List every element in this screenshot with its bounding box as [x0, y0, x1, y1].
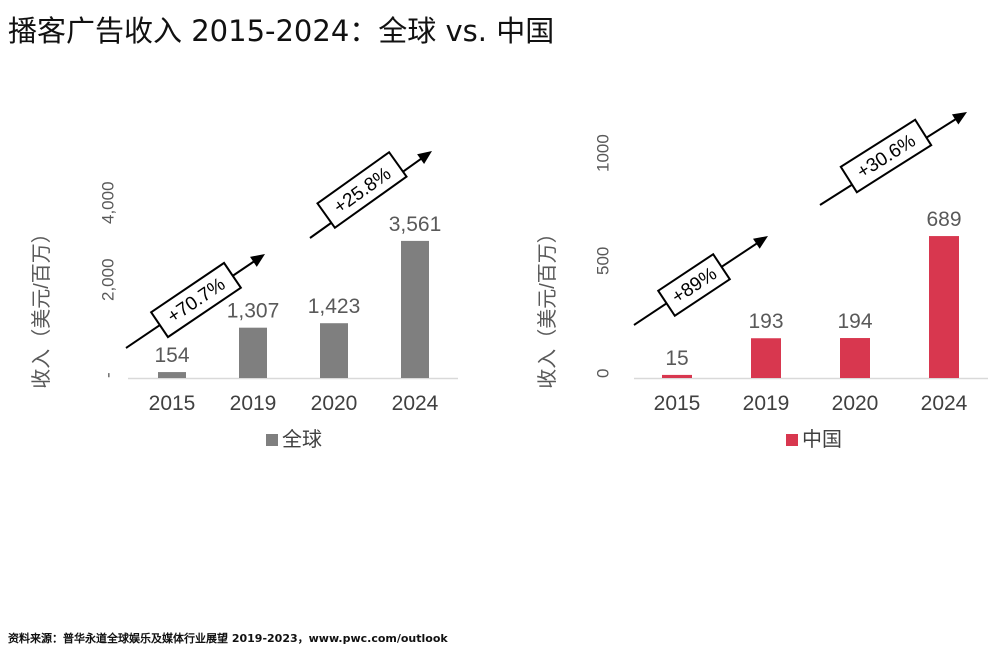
source-note: 资料来源：普华永道全球娱乐及媒体行业展望 2019-2023，www.pwc.c…	[8, 632, 448, 645]
y-tick-label: 0	[594, 369, 613, 378]
growth-arrow-head	[753, 236, 768, 249]
value-label-2020: 194	[837, 310, 872, 333]
value-label-2015: 154	[154, 344, 189, 367]
legend-swatch	[786, 434, 798, 446]
growth-arrow-head	[417, 151, 432, 165]
growth-label-box	[839, 118, 933, 194]
page-title: 播客广告收入 2015-2024：全球 vs. 中国	[8, 14, 555, 48]
legend-label: 全球	[282, 428, 322, 451]
bar-2015	[662, 374, 692, 378]
y-tick-label: 500	[594, 247, 613, 275]
y-axis-title: 收入（美元/百万）	[30, 223, 53, 389]
growth-label-group: +30.6%	[839, 118, 933, 194]
legend-swatch	[266, 434, 278, 446]
y-tick-label: -	[99, 372, 118, 378]
value-label-2024: 689	[926, 208, 961, 231]
growth-arrow-head	[250, 254, 265, 267]
growth-label-group: +89%	[656, 252, 732, 318]
growth-label-group: +25.8%	[316, 150, 408, 230]
bar-2015	[158, 372, 186, 378]
chart-1: 收入（美元/百万） - 2,000 4,000 154 2015 1,307 2019 1,42…	[30, 150, 458, 451]
x-tick-label-2015: 2015	[654, 392, 701, 415]
bar-2019	[751, 338, 781, 378]
legend-label: 中国	[802, 428, 842, 451]
chart-2: 收入（美元/百万） 0 500 1000 15 2015 193 2019 194 2020 689…	[536, 112, 988, 451]
x-tick-label-2019: 2019	[230, 392, 277, 415]
y-tick-label: 1000	[594, 134, 613, 172]
growth-label-box	[149, 261, 243, 339]
value-label-2024: 3,561	[389, 213, 442, 236]
x-tick-label-2020: 2020	[311, 392, 358, 415]
growth-label-box	[316, 150, 408, 230]
x-tick-label-2024: 2024	[921, 392, 968, 415]
bar-2019	[239, 327, 267, 378]
value-label-2019: 193	[748, 310, 783, 333]
value-label-2020: 1,423	[308, 295, 361, 318]
y-axis-title: 收入（美元/百万）	[536, 223, 559, 389]
x-tick-label-2015: 2015	[149, 392, 196, 415]
y-tick-label: 2,000	[99, 258, 118, 301]
bar-2024	[929, 236, 959, 378]
x-tick-label-2019: 2019	[743, 392, 790, 415]
bar-2020	[840, 338, 870, 378]
value-label-2019: 1,307	[227, 300, 280, 323]
growth-arrow-head	[951, 112, 967, 125]
x-tick-label-2024: 2024	[392, 392, 439, 415]
bar-2024	[401, 240, 429, 378]
x-tick-label-2020: 2020	[832, 392, 879, 415]
growth-label-box	[656, 252, 732, 318]
y-tick-label: 4,000	[99, 181, 118, 224]
value-label-2015: 15	[665, 347, 688, 370]
bar-2020	[320, 323, 348, 378]
